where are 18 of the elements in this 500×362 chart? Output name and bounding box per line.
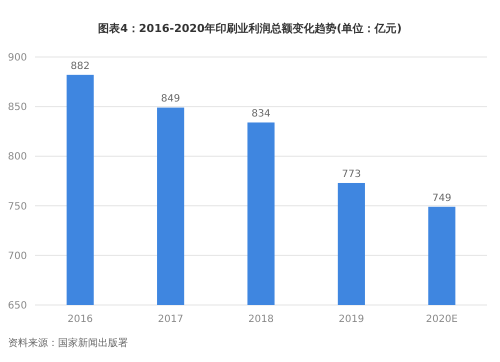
text: 资料来源：国家新闻出版署: [8, 337, 128, 349]
y-tick-label: 700: [8, 250, 27, 262]
data-label: 882: [70, 60, 90, 72]
y-tick-label: 750: [8, 201, 27, 212]
data-label: 773: [342, 168, 361, 180]
data-label: 834: [251, 108, 271, 120]
data-label: 749: [432, 192, 452, 204]
x-tick-label: 2017: [158, 314, 184, 325]
x-tick-label: 2020E: [426, 314, 458, 325]
y-tick-label: 900: [8, 52, 27, 64]
x-tick-label: 2019: [338, 314, 364, 325]
x-tick-label: 2018: [248, 314, 274, 325]
data-label: 849: [161, 94, 180, 105]
y-tick-label: 850: [8, 102, 27, 114]
x-tick-label: 2016: [67, 314, 93, 325]
y-tick-label: 650: [8, 300, 27, 312]
y-tick-label: 800: [8, 152, 27, 163]
chart-title: 图表4：2016-2020年印刷业利润总额变化趋势(单位：亿元): [98, 22, 402, 35]
